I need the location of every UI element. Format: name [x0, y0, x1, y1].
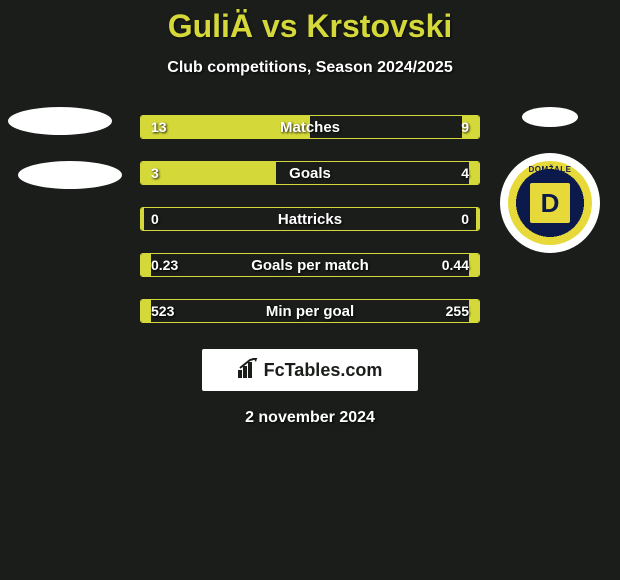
page-title: GuliÄ vs Krstovski — [0, 0, 620, 45]
team-badge-inner: DOMŽALE D — [508, 161, 592, 245]
right-team-badge: DOMŽALE D — [500, 153, 600, 253]
subtitle: Club competitions, Season 2024/2025 — [0, 59, 620, 77]
stat-label: Hattricks — [141, 208, 479, 230]
branding-logo-text: FcTables.com — [264, 360, 383, 381]
stat-row: 139Matches — [140, 115, 480, 139]
stat-label: Goals — [141, 162, 479, 184]
comparison-area: DOMŽALE D 139Matches 34Goals 00Hattricks 0.… — [0, 115, 620, 323]
right-team-placeholder-top — [522, 107, 578, 127]
stat-row: 34Goals — [140, 161, 480, 185]
stat-label: Min per goal — [141, 300, 479, 322]
team-badge-center-letter: D — [530, 183, 570, 223]
stat-label: Goals per match — [141, 254, 479, 276]
stat-row: 00Hattricks — [140, 207, 480, 231]
stat-row: 0.230.44Goals per match — [140, 253, 480, 277]
stat-label: Matches — [141, 116, 479, 138]
date-label: 2 november 2024 — [0, 409, 620, 427]
comparison-bars: 139Matches 34Goals 00Hattricks 0.230.44Goal… — [140, 115, 480, 323]
stat-row: 523255Min per goal — [140, 299, 480, 323]
chart-icon — [238, 358, 260, 383]
left-team-placeholder-2 — [18, 161, 122, 189]
team-badge-arc-text: DOMŽALE — [508, 165, 592, 174]
branding-logo[interactable]: FcTables.com — [202, 349, 418, 391]
left-team-placeholder-1 — [8, 107, 112, 135]
